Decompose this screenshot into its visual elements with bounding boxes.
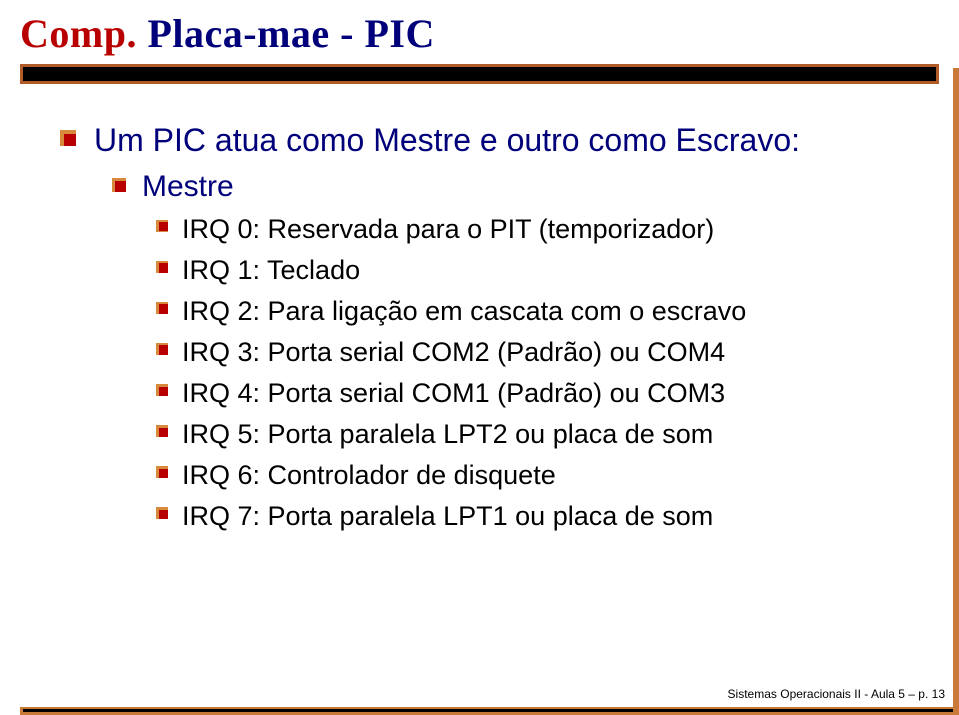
bullet-icon <box>60 130 76 146</box>
bottom-decorative-bar <box>23 709 953 712</box>
bullet-icon <box>156 507 168 519</box>
lvl3-text: IRQ 3: Porta serial COM2 (Padrão) ou COM… <box>182 337 725 367</box>
list-item: IRQ 5: Porta paralela LPT2 ou placa de s… <box>156 417 910 452</box>
title-main: Placa-mae - PIC <box>137 11 435 56</box>
title-underline <box>20 64 939 86</box>
bullet-icon <box>156 261 168 273</box>
list-item: IRQ 3: Porta serial COM2 (Padrão) ou COM… <box>156 335 910 370</box>
title-underline-bar <box>23 67 936 81</box>
list-item: IRQ 6: Controlador de disquete <box>156 458 910 493</box>
list-item: IRQ 7: Porta paralela LPT1 ou placa de s… <box>156 499 910 534</box>
lvl3-text: IRQ 0: Reservada para o PIT (temporizado… <box>182 214 714 244</box>
list-item: IRQ 4: Porta serial COM1 (Padrão) ou COM… <box>156 376 910 411</box>
bullet-icon <box>156 425 168 437</box>
bullet-icon <box>156 302 168 314</box>
lvl3-text: IRQ 4: Porta serial COM1 (Padrão) ou COM… <box>182 378 725 408</box>
title-prefix: Comp. <box>20 11 137 56</box>
lvl3-text: IRQ 7: Porta paralela LPT1 ou placa de s… <box>182 501 713 531</box>
list-item: Mestre IRQ 0: Reservada para o PIT (temp… <box>112 168 910 534</box>
lvl1-text: Um PIC atua como Mestre e outro como Esc… <box>94 122 800 158</box>
slide-body: Um PIC atua como Mestre e outro como Esc… <box>60 120 910 540</box>
bullet-icon <box>112 178 126 192</box>
slide-footer: Sistemas Operacionais II - Aula 5 – p. 1… <box>728 687 945 701</box>
list-item: IRQ 2: Para ligação em cascata com o esc… <box>156 294 910 329</box>
bullet-icon <box>156 384 168 396</box>
bullet-icon <box>156 220 168 232</box>
lvl2-text: Mestre <box>142 170 234 203</box>
lvl3-text: IRQ 1: Teclado <box>182 255 360 285</box>
list-item: Um PIC atua como Mestre e outro como Esc… <box>60 120 910 534</box>
slide: Comp. Placa-mae - PIC Um PIC atua como M… <box>0 0 959 715</box>
lvl3-text: IRQ 2: Para ligação em cascata com o esc… <box>182 296 746 326</box>
lvl3-text: IRQ 5: Porta paralela LPT2 ou placa de s… <box>182 419 713 449</box>
lvl3-text: IRQ 6: Controlador de disquete <box>182 460 556 490</box>
right-decorative-bar <box>953 68 959 715</box>
bullet-icon <box>156 343 168 355</box>
list-item: IRQ 0: Reservada para o PIT (temporizado… <box>156 212 910 247</box>
list-item: IRQ 1: Teclado <box>156 253 910 288</box>
slide-title: Comp. Placa-mae - PIC <box>20 10 435 57</box>
bullet-icon <box>156 466 168 478</box>
